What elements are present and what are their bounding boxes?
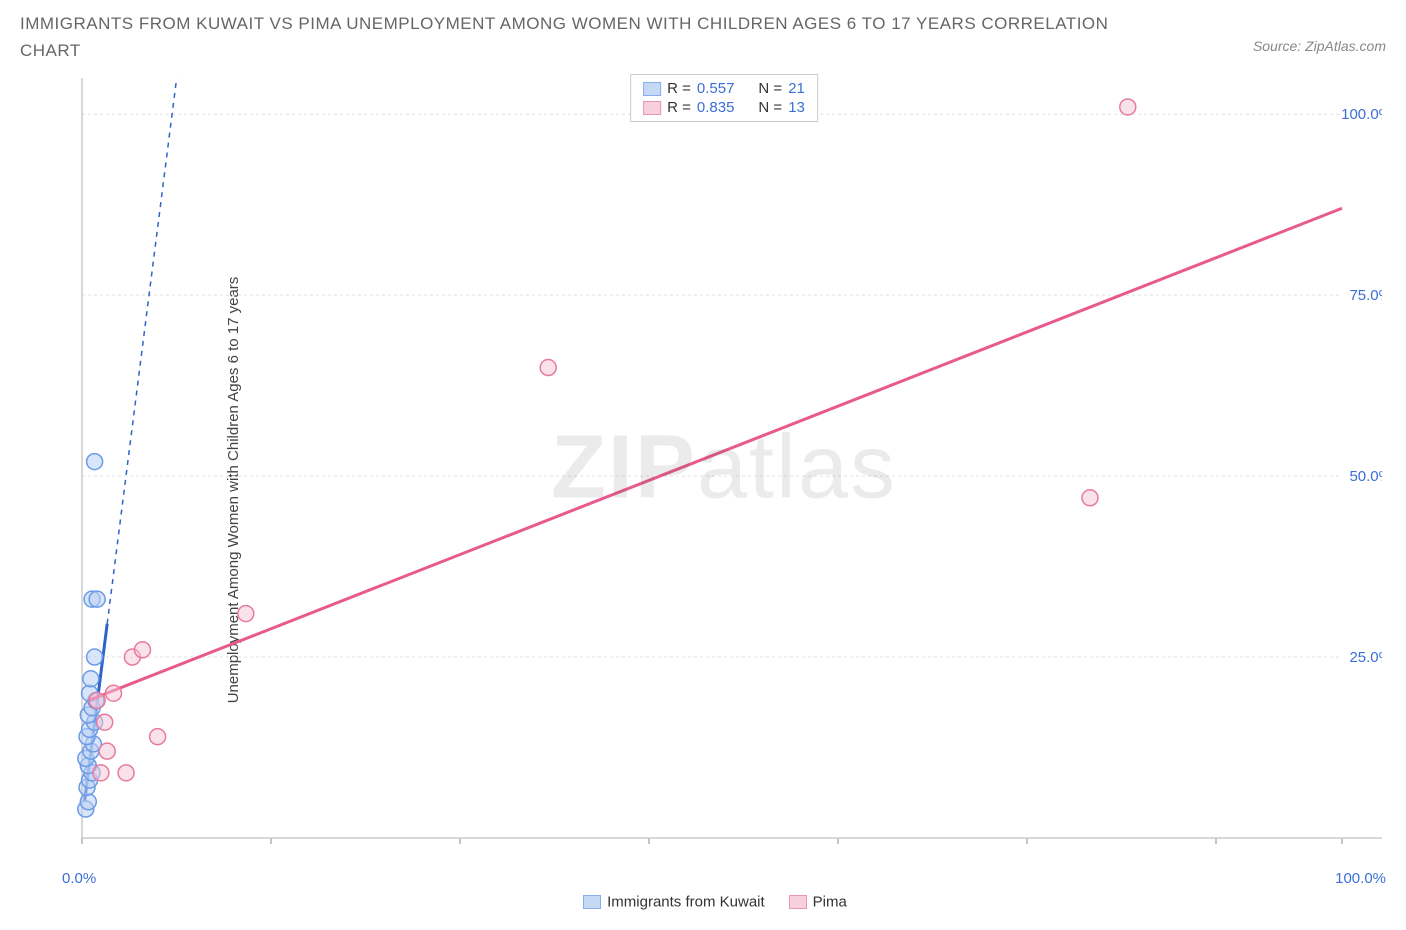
source-attribution: Source: ZipAtlas.com xyxy=(1253,38,1386,54)
x-axis-end-label: 100.0% xyxy=(1335,870,1386,887)
x-axis-start-label: 0.0% xyxy=(62,870,96,887)
legend-label: Pima xyxy=(813,894,847,911)
correlation-legend: R =0.557N =21R =0.835N =13 xyxy=(630,74,818,122)
legend-row: R =0.835N =13 xyxy=(643,98,805,117)
series-legend: Immigrants from Kuwait Pima xyxy=(20,893,1386,911)
chart-title: IMMIGRANTS FROM KUWAIT VS PIMA UNEMPLOYM… xyxy=(20,10,1120,64)
scatter-plot: 25.0% 50.0% 75.0% 100.0% xyxy=(62,68,1382,868)
svg-text:100.0%: 100.0% xyxy=(1341,107,1382,124)
svg-text:75.0%: 75.0% xyxy=(1349,288,1382,305)
legend-row: R =0.557N =21 xyxy=(643,79,805,98)
legend-label: Immigrants from Kuwait xyxy=(607,894,765,911)
legend-swatch xyxy=(583,895,601,909)
svg-text:50.0%: 50.0% xyxy=(1349,468,1382,485)
legend-swatch xyxy=(789,895,807,909)
svg-text:25.0%: 25.0% xyxy=(1349,649,1382,666)
